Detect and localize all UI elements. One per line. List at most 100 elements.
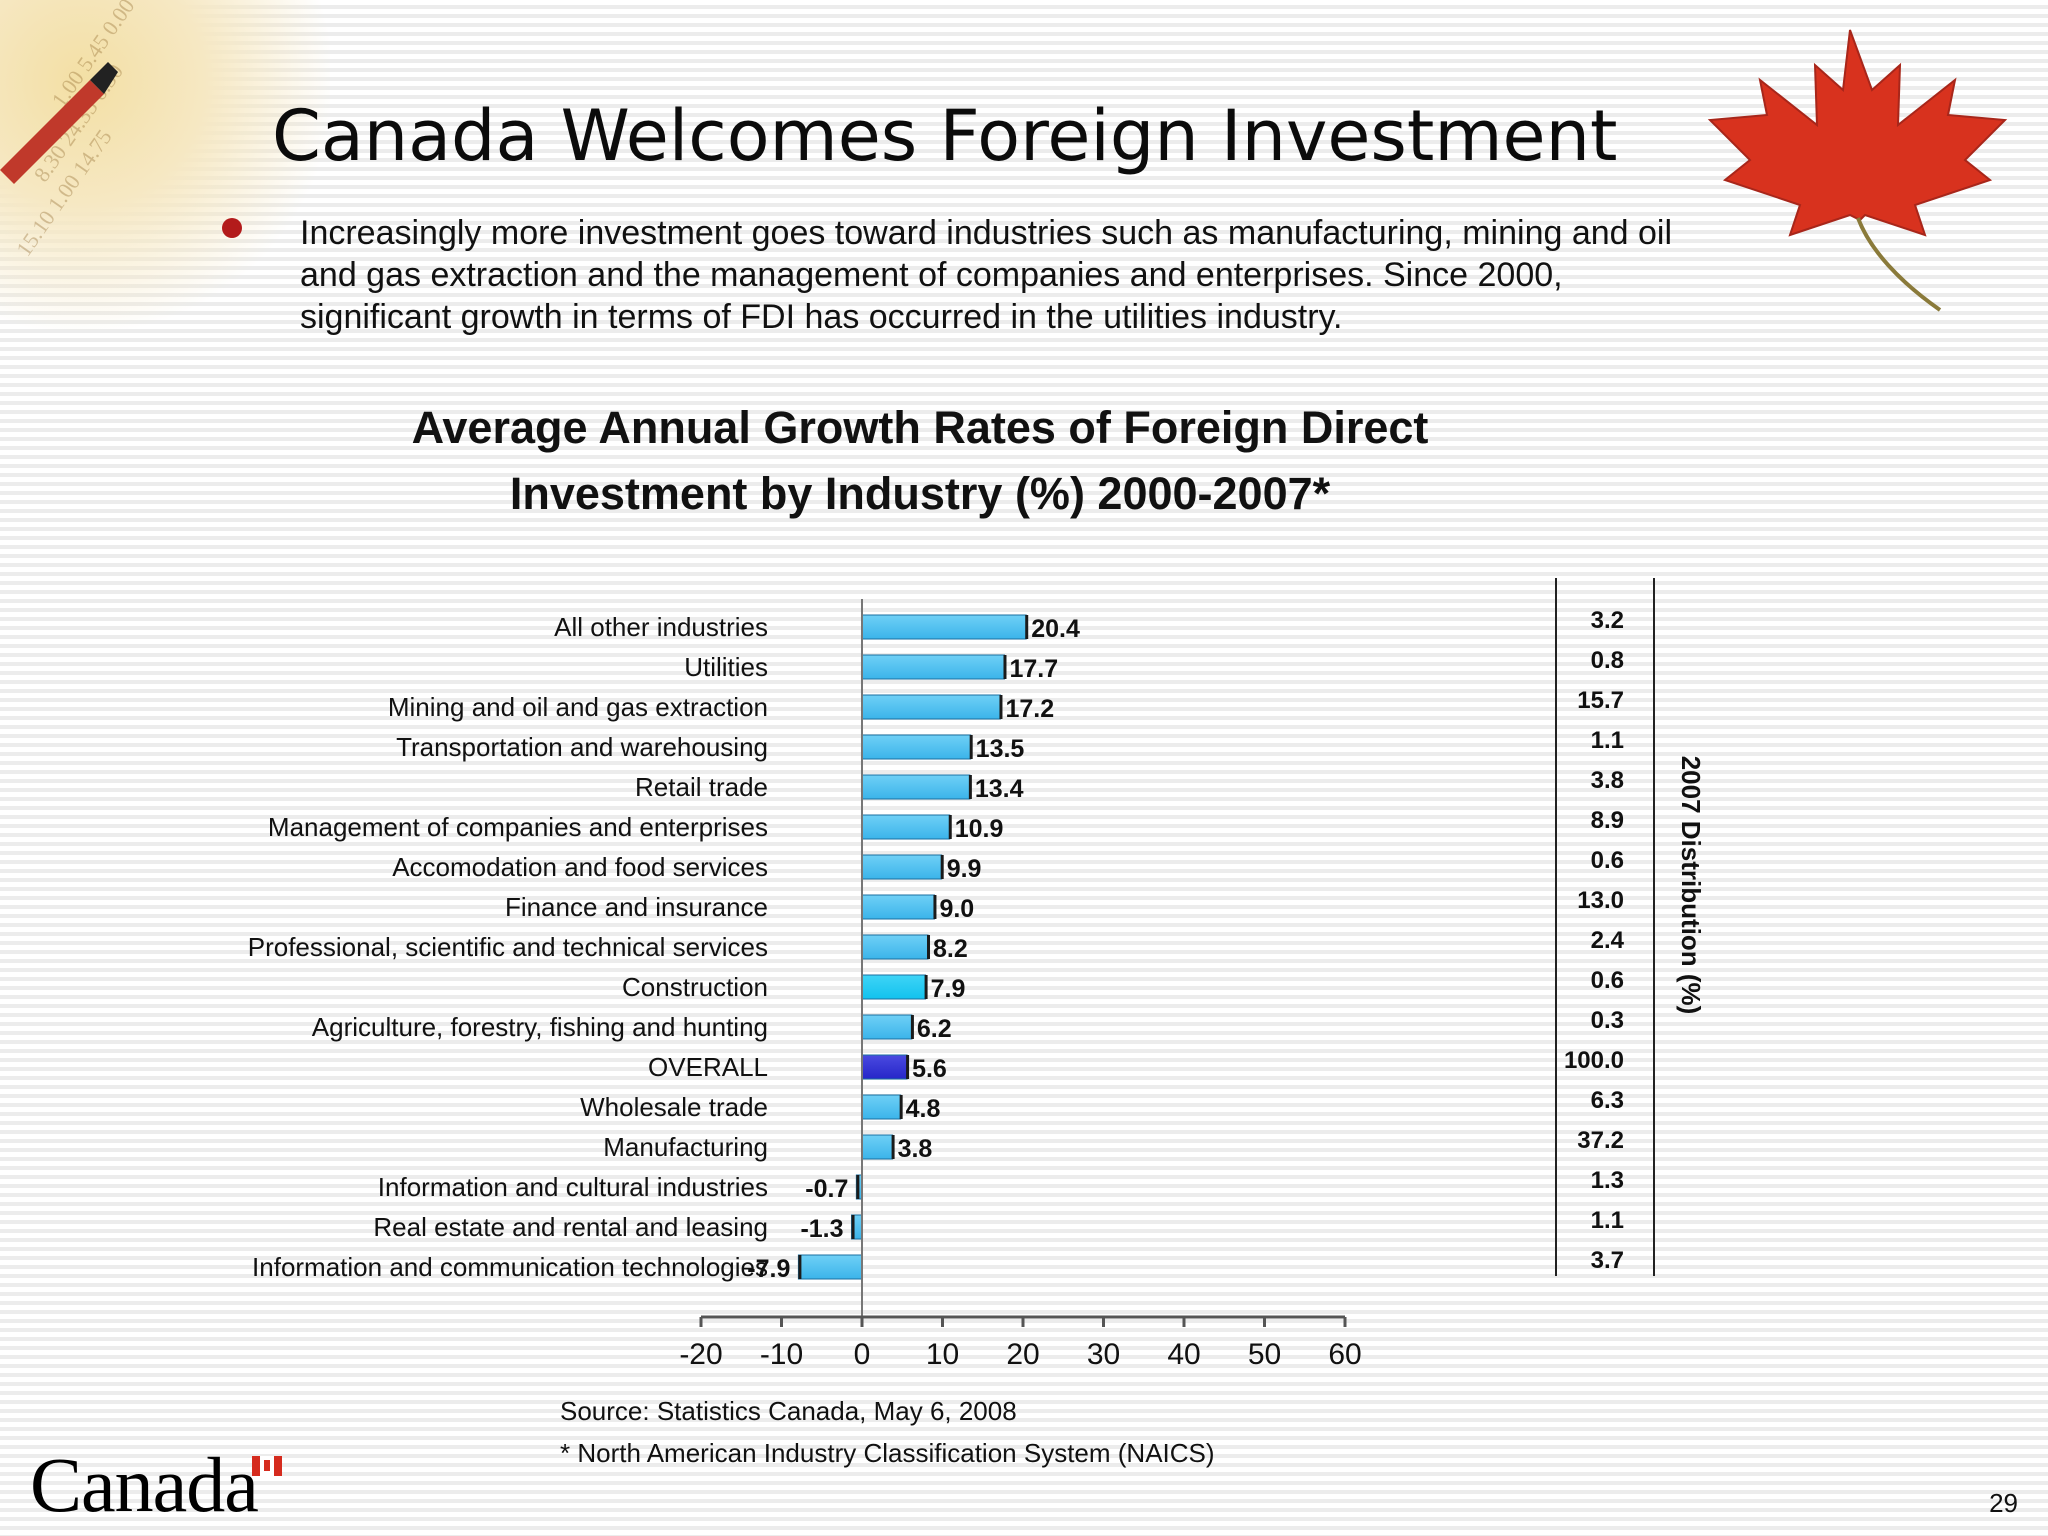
x-tick-label-6: 40 — [1167, 1338, 1200, 1371]
distribution-value-3: 1.1 — [1591, 727, 1624, 754]
bar-end-cap-0 — [1025, 615, 1029, 639]
bar-16 — [797, 1254, 863, 1280]
x-tick-label-3: 10 — [926, 1338, 959, 1371]
value-label-3: 13.5 — [976, 735, 1025, 763]
page-number: 29 — [1989, 1488, 2018, 1518]
distribution-value-12: 6.3 — [1591, 1087, 1624, 1114]
bar-9 — [861, 974, 927, 1000]
bar-end-cap-13 — [891, 1135, 895, 1159]
bar-end-cap-16 — [798, 1255, 802, 1279]
bar-1 — [861, 654, 1005, 680]
bar-end-cap-15 — [851, 1215, 855, 1239]
category-label-9: Construction — [622, 972, 768, 1002]
bar-12 — [861, 1094, 902, 1120]
distribution-value-15: 1.1 — [1591, 1207, 1624, 1234]
value-label-14: -0.7 — [805, 1175, 848, 1203]
bar-3 — [861, 734, 972, 760]
category-label-8: Professional, scientific and technical s… — [248, 932, 768, 962]
value-label-0: 20.4 — [1031, 615, 1080, 643]
value-label-2: 17.2 — [1005, 695, 1054, 723]
chart-title: Average Annual Growth Rates of Foreign D… — [300, 395, 1540, 527]
distribution-value-2: 15.7 — [1577, 687, 1624, 714]
bar-end-cap-9 — [924, 975, 928, 999]
value-label-5: 10.9 — [955, 815, 1004, 843]
category-label-15: Real estate and rental and leasing — [373, 1212, 768, 1242]
bar-13 — [861, 1134, 894, 1160]
distribution-value-7: 13.0 — [1577, 887, 1624, 914]
bar-end-cap-2 — [999, 695, 1003, 719]
bar-4 — [861, 774, 971, 800]
bar-7 — [861, 894, 935, 920]
canada-flag-icon — [252, 1456, 282, 1476]
bar-0 — [861, 614, 1027, 640]
bar-end-cap-1 — [1003, 655, 1007, 679]
distribution-value-6: 0.6 — [1591, 847, 1624, 874]
distribution-value-13: 37.2 — [1577, 1127, 1624, 1154]
value-label-11: 5.6 — [912, 1055, 947, 1083]
naics-footnote: * North American Industry Classification… — [560, 1438, 1215, 1468]
category-label-10: Agriculture, forestry, fishing and hunti… — [312, 1012, 768, 1042]
canada-wordmark: Canada — [30, 1441, 259, 1528]
distribution-value-9: 0.6 — [1591, 967, 1624, 994]
bar-2 — [861, 694, 1001, 720]
category-label-6: Accomodation and food services — [392, 852, 768, 882]
bar-8 — [861, 934, 929, 960]
category-label-5: Management of companies and enterprises — [268, 812, 768, 842]
distribution-value-11: 100.0 — [1564, 1047, 1624, 1074]
corner-photo-ledger: 1.00 5.45 0.00 8.30 24.35 6.30 15.10 1.0… — [0, 0, 330, 330]
distribution-value-10: 0.3 — [1591, 1007, 1624, 1034]
chart-title-line-2: Investment by Industry (%) 2000-2007* — [509, 468, 1331, 519]
value-label-12: 4.8 — [906, 1095, 941, 1123]
bullet-dot — [222, 218, 242, 238]
bar-10 — [861, 1014, 913, 1040]
bar-end-cap-7 — [933, 895, 937, 919]
distribution-value-1: 0.8 — [1591, 647, 1624, 674]
distribution-value-14: 1.3 — [1591, 1167, 1624, 1194]
category-label-12: Wholesale trade — [580, 1092, 768, 1122]
maple-leaf-icon — [1707, 29, 2008, 312]
x-tick-label-5: 30 — [1087, 1338, 1120, 1371]
bar-end-cap-12 — [899, 1095, 903, 1119]
distribution-value-8: 2.4 — [1591, 927, 1625, 954]
x-tick-label-2: 0 — [854, 1338, 871, 1371]
distribution-value-16: 3.7 — [1591, 1247, 1624, 1274]
value-label-9: 7.9 — [931, 975, 966, 1003]
source-note: Source: Statistics Canada, May 6, 2008 — [560, 1396, 1017, 1426]
x-tick-label-1: -10 — [760, 1338, 803, 1371]
value-label-6: 9.9 — [947, 855, 982, 883]
bar-6 — [861, 854, 943, 880]
bar-end-cap-4 — [968, 775, 972, 799]
bar-end-cap-6 — [940, 855, 944, 879]
category-label-7: Finance and insurance — [505, 892, 768, 922]
value-label-4: 13.4 — [975, 775, 1024, 803]
category-label-3: Transportation and warehousing — [396, 732, 768, 762]
category-label-0: All other industries — [554, 612, 768, 642]
value-label-7: 9.0 — [939, 895, 974, 923]
bar-end-cap-14 — [856, 1175, 860, 1199]
value-label-8: 8.2 — [933, 935, 968, 963]
distribution-value-0: 3.2 — [1591, 607, 1624, 634]
x-tick-label-4: 20 — [1006, 1338, 1039, 1371]
x-tick-label-7: 50 — [1248, 1338, 1281, 1371]
category-label-13: Manufacturing — [603, 1132, 768, 1162]
pen-icon — [0, 62, 118, 184]
bar-end-cap-8 — [927, 935, 931, 959]
bar-end-cap-3 — [969, 735, 973, 759]
value-label-16: -7.9 — [747, 1255, 790, 1283]
value-label-13: 3.8 — [898, 1135, 933, 1163]
x-tick-label-0: -20 — [679, 1338, 722, 1371]
category-label-1: Utilities — [684, 652, 768, 682]
category-label-16: Information and communication technologi… — [252, 1252, 768, 1282]
slide-title: Canada Welcomes Foreign Investment — [272, 95, 1618, 177]
distribution-value-4: 3.8 — [1591, 767, 1624, 794]
category-label-14: Information and cultural industries — [378, 1172, 768, 1202]
category-label-4: Retail trade — [635, 772, 768, 802]
category-label-11: OVERALL — [648, 1052, 768, 1082]
bullet-text: Increasingly more investment goes toward… — [300, 214, 1673, 336]
distribution-axis-label: 2007 Distribution (%) — [1676, 756, 1706, 1015]
x-tick-label-8: 60 — [1328, 1338, 1361, 1371]
bar-end-cap-5 — [948, 815, 952, 839]
value-label-15: -1.3 — [800, 1215, 843, 1243]
distribution-value-5: 8.9 — [1591, 807, 1624, 834]
